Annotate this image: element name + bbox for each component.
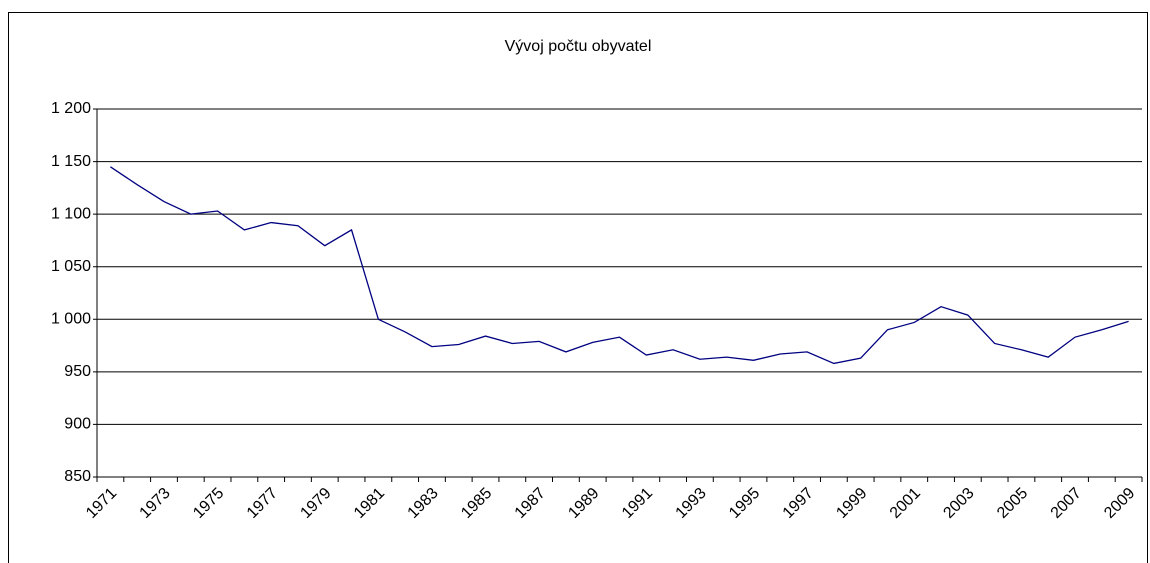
x-tick-label: 1989 xyxy=(565,485,602,522)
x-tick-label: 2003 xyxy=(940,485,977,522)
x-tick-label: 1985 xyxy=(458,485,495,522)
chart-title: Vývoj počtu obyvatel xyxy=(505,38,652,55)
y-tick-label: 1 150 xyxy=(51,153,91,170)
x-tick-label: 1979 xyxy=(297,485,334,522)
line-series xyxy=(110,166,1129,365)
x-tick-label: 2009 xyxy=(1101,485,1138,522)
y-tick-label: 850 xyxy=(64,468,91,485)
x-tick-label: 1983 xyxy=(405,485,442,522)
y-tick-label: 1 200 xyxy=(51,100,91,117)
x-tick-label: 1973 xyxy=(137,485,174,522)
x-tick-label: 1999 xyxy=(833,485,870,522)
y-tick-label: 1 100 xyxy=(51,205,91,222)
x-tick-label: 1975 xyxy=(190,485,227,522)
y-tick-label: 1 050 xyxy=(51,258,91,275)
x-tick-label: 1971 xyxy=(83,485,120,522)
x-tick-label: 2007 xyxy=(1048,485,1085,522)
x-tick-label: 1987 xyxy=(512,485,549,522)
x-tick-label: 1977 xyxy=(244,485,281,522)
x-tick-label: 1997 xyxy=(780,485,817,522)
x-tick-label: 1995 xyxy=(726,485,763,522)
chart-frame xyxy=(8,12,1148,563)
x-tick-label: 2001 xyxy=(887,485,924,522)
y-tick-label: 900 xyxy=(64,416,91,433)
x-tick-label: 2005 xyxy=(994,485,1031,522)
x-tick-label: 1993 xyxy=(673,485,710,522)
y-tick-label: 1 000 xyxy=(51,311,91,328)
x-tick-label: 1981 xyxy=(351,485,388,522)
y-tick-label: 950 xyxy=(64,363,91,380)
x-tick-label: 1991 xyxy=(619,485,656,522)
